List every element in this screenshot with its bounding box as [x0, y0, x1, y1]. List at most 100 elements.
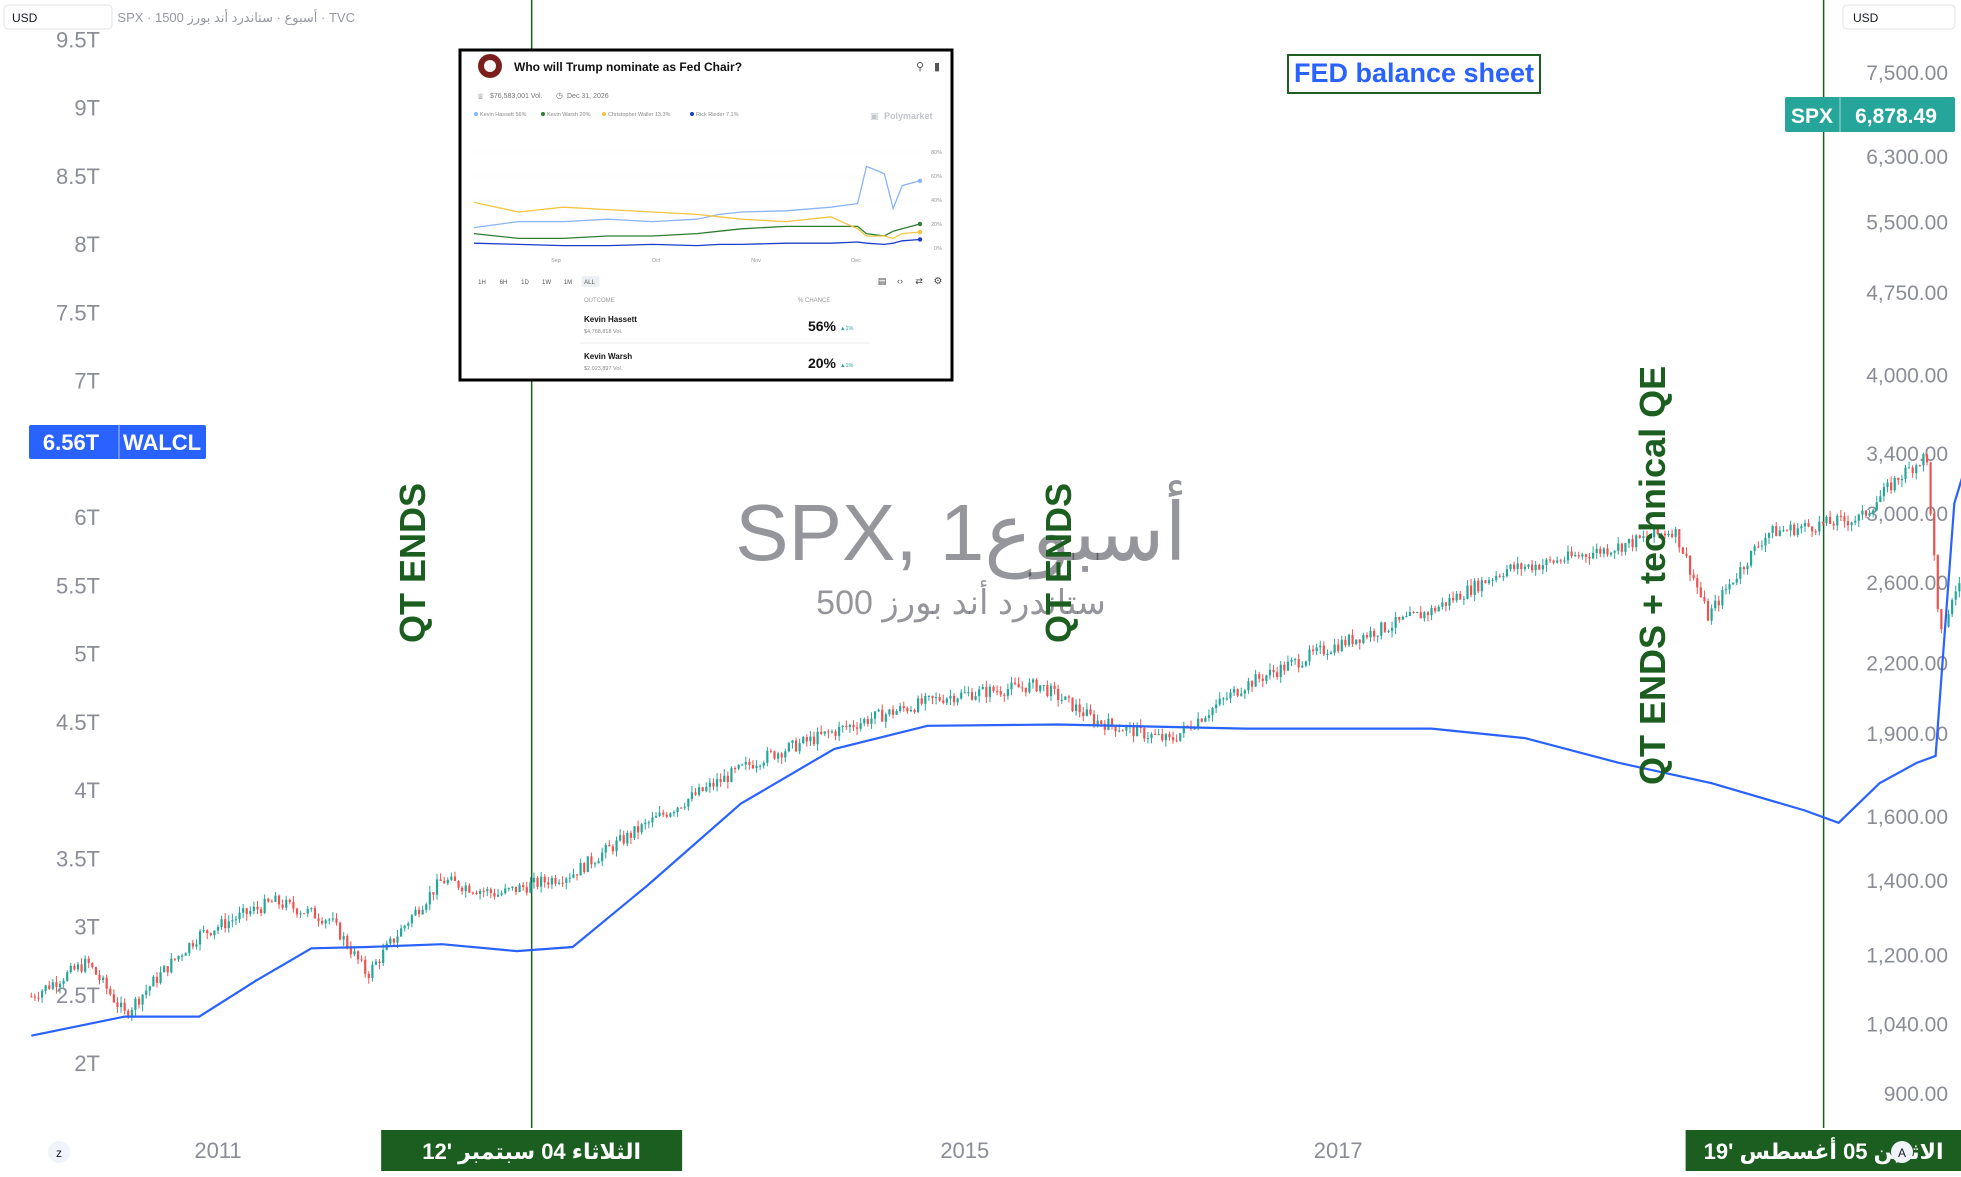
spx-candle-body — [1897, 477, 1900, 481]
currency-selector-left[interactable] — [3, 4, 113, 30]
spx-candle-body — [981, 686, 984, 690]
spx-candle-body — [1760, 545, 1763, 547]
spx-candle-body — [306, 909, 309, 914]
spx-candle-body — [1408, 612, 1412, 617]
spx-candle-body — [1566, 551, 1570, 561]
spx-candle-body — [586, 856, 589, 873]
polymarket-logo-icon: ▣ — [870, 111, 879, 121]
left-tick-label: 7T — [74, 369, 100, 394]
walcl-line — [31, 477, 1961, 1037]
spx-candle-body — [1484, 580, 1487, 584]
spx-candle-body — [891, 709, 895, 715]
left-tick-label: 6T — [74, 505, 100, 530]
left-tick-label: 9T — [74, 96, 100, 121]
spx-candle-body — [1451, 597, 1455, 601]
spx-candle-body — [299, 913, 302, 915]
spx-candle-body — [1247, 681, 1250, 691]
spx-candle-body — [1954, 591, 1957, 600]
spx-candle-body — [547, 882, 550, 885]
spx-candle-body — [1523, 566, 1526, 569]
spx-candle-body — [1387, 630, 1390, 632]
spx-candle-body — [1843, 516, 1846, 522]
spx-candle-body — [1430, 607, 1433, 616]
auto-scale-left-button[interactable]: z — [48, 1141, 70, 1163]
time-axis[interactable]: 20112015201720212023 — [194, 1138, 1961, 1163]
spx-candle-body — [1836, 515, 1839, 526]
inset-gear-icon[interactable]: ⚙ — [934, 276, 943, 287]
spx-candle-body — [1024, 687, 1027, 693]
spx-last-price-badge[interactable]: SPX 6,878.49 — [1785, 97, 1955, 132]
spx-candle-body — [1739, 567, 1742, 579]
spx-candle-body — [1294, 659, 1297, 661]
inset-doc-icon[interactable]: ▤ — [878, 276, 887, 286]
spx-candle-body — [522, 885, 525, 888]
left-tick-label: 9.5T — [56, 27, 100, 52]
left-tick-label: 3T — [74, 915, 100, 940]
spx-candle-body — [690, 792, 694, 799]
spx-candle-body — [464, 885, 467, 892]
auto-scale-right-button[interactable]: A — [1891, 1141, 1913, 1163]
spx-candle-body — [1574, 555, 1577, 557]
spx-candle-body — [1250, 681, 1254, 687]
spx-candle-body — [859, 723, 862, 729]
spx-candle-body — [565, 878, 568, 883]
spx-candle-body — [417, 909, 421, 915]
inset-title: Who will Trump nominate as Fed Chair? — [514, 60, 742, 74]
spx-candle-body — [1563, 560, 1566, 562]
spx-candle-body — [1793, 524, 1796, 536]
spx-candle-body — [1006, 689, 1009, 696]
spx-candle-body — [1164, 734, 1167, 741]
spx-candle-body — [748, 761, 751, 766]
spx-candle-body — [152, 976, 155, 987]
currency-selector-right[interactable] — [1842, 4, 1956, 30]
spx-candle-body — [166, 966, 169, 973]
spx-candle-body — [73, 965, 76, 970]
spx-candle-body — [1692, 574, 1695, 579]
spx-candle-body — [1175, 740, 1178, 742]
spx-candle-body — [945, 698, 948, 703]
spx-candle-body — [514, 886, 518, 893]
spx-candle-body — [838, 726, 841, 736]
inset-settings-toggle-icon[interactable]: ⇄ — [915, 276, 923, 286]
spx-candle-body — [1426, 612, 1430, 616]
inset-embed-icon[interactable]: ‹› — [897, 276, 903, 286]
bookmark-icon[interactable]: ▮ — [934, 61, 940, 73]
spx-candle-body — [917, 698, 920, 713]
inset-range-buttons[interactable]: 1H 6H 1D 1W 1M ALL — [478, 276, 600, 287]
spx-candle-body — [1584, 554, 1588, 557]
spx-candle-body — [1308, 649, 1311, 662]
spx-candle-body — [1333, 644, 1336, 653]
spx-candle-body — [665, 814, 668, 817]
spx-candle-body — [1617, 543, 1620, 551]
spx-candle-body — [992, 686, 995, 692]
spx-candle-body — [952, 695, 956, 703]
spx-candle-body — [1789, 524, 1792, 531]
spx-candle-body — [672, 812, 676, 814]
spx-candle-body — [1491, 579, 1494, 581]
link-icon[interactable]: ⚲ — [916, 61, 924, 73]
walcl-last-value-badge[interactable]: 6.56T WALCL — [29, 425, 206, 459]
spx-candle-body — [1688, 555, 1692, 575]
spx-candle-body — [1631, 538, 1634, 548]
spx-candle-body — [1570, 551, 1573, 557]
spx-candle-body — [701, 787, 704, 791]
spx-candle-body — [873, 711, 877, 719]
left-price-axis[interactable]: 2T2.5T3T3.5T4T4.5T5T5.5T6T6.5T7T7.5T8T8.… — [56, 27, 100, 1076]
right-price-axis[interactable]: 900.00 1,040.00 1,200.00 1,400.00 1,600.00 1,… — [1866, 62, 1948, 1106]
spx-candle-body — [1854, 520, 1857, 523]
date-marker-labels: الثلاثاء 04 سبتمبر '12الاثنين 05 أغسطس '… — [381, 1130, 1961, 1171]
spx-candle-body — [1627, 538, 1631, 544]
spx-candle-body — [1118, 730, 1121, 732]
spx-candle-body — [1459, 593, 1462, 600]
spx-candle-body — [654, 816, 658, 818]
spx-candle-body — [1900, 478, 1903, 481]
spx-candle-body — [1602, 548, 1605, 554]
spx-candle-body — [1951, 599, 1954, 615]
spx-candle-body — [845, 725, 848, 728]
spx-candle-body — [1513, 564, 1516, 570]
spx-candle-body — [1875, 502, 1878, 511]
inset-series-end-dot — [917, 178, 923, 183]
spx-candle-body — [1100, 720, 1103, 725]
